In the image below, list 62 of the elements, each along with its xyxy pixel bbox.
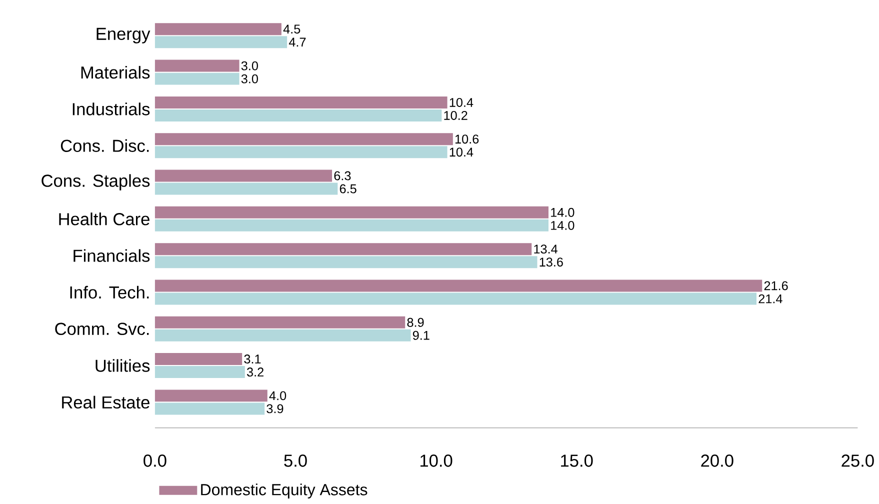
bar: [154, 110, 442, 122]
data-label: 10.4: [450, 148, 474, 157]
data-label: 3.2: [246, 368, 264, 377]
bar: [154, 353, 242, 366]
data-label: 21.4: [758, 294, 782, 304]
bar: [154, 402, 265, 415]
x-tick-label: 10.0: [420, 454, 452, 467]
bar: [154, 182, 338, 195]
bar: [154, 366, 245, 378]
data-label: 6.3: [334, 171, 351, 180]
bar: [154, 96, 448, 109]
x-tick-label: 15.0: [561, 454, 593, 467]
bar: [154, 329, 411, 342]
y-tick-label: Comm. Svc.: [55, 322, 149, 336]
data-label: 4.5: [283, 24, 300, 34]
y-tick-label: Cons. Staples: [42, 174, 150, 190]
data-label: 6.5: [340, 184, 356, 194]
data-label: 10.6: [455, 134, 479, 144]
y-tick-label: Industrials: [72, 102, 150, 116]
bar: [154, 170, 332, 182]
bar: [154, 292, 756, 305]
data-label: 21.6: [764, 281, 788, 290]
bar: [154, 316, 406, 328]
x-tick-label: 25.0: [842, 454, 874, 467]
y-tick-label: Cons. Disc.: [60, 139, 149, 152]
data-label: 3.0: [241, 61, 258, 70]
bar: [154, 133, 453, 146]
bar: [154, 72, 240, 85]
y-tick-label: Financials: [74, 249, 150, 262]
data-label: 14.0: [551, 208, 574, 217]
data-label: 14.0: [551, 221, 574, 230]
y-tick-label: Info. Tech.: [70, 286, 149, 299]
bar: [154, 280, 762, 292]
x-tick-label: 5.0: [284, 454, 307, 467]
bar: [154, 146, 448, 158]
y-tick-label: Materials: [81, 66, 150, 79]
bar: [154, 256, 538, 268]
bar: [154, 60, 240, 72]
data-label: 13.4: [534, 244, 558, 254]
x-tick-label: 0.0: [144, 454, 166, 467]
data-label: 13.6: [540, 258, 563, 267]
bar: [154, 220, 548, 232]
legend-label: Domestic Equity Assets: [201, 484, 368, 499]
y-tick-label: Health Care: [59, 212, 150, 226]
y-tick-label: Utilities: [96, 359, 150, 372]
bar: [154, 206, 548, 219]
data-label: 3.1: [244, 354, 261, 364]
data-label: 10.4: [450, 98, 474, 108]
data-label: 9.1: [412, 331, 430, 340]
bar: [154, 36, 288, 48]
y-tick-label: Energy: [96, 28, 150, 44]
data-label: 3.9: [266, 404, 284, 414]
y-tick-label: Real Estate: [62, 396, 150, 409]
bar: [154, 390, 268, 402]
data-label: 8.9: [407, 318, 424, 327]
x-tick-label: 20.0: [701, 454, 734, 467]
data-label: 4.0: [269, 391, 286, 400]
data-label: 4.7: [288, 38, 306, 47]
bar: [154, 23, 282, 36]
data-label: 10.2: [444, 111, 468, 120]
data-label: 3.0: [241, 74, 258, 84]
bar: [154, 243, 532, 256]
